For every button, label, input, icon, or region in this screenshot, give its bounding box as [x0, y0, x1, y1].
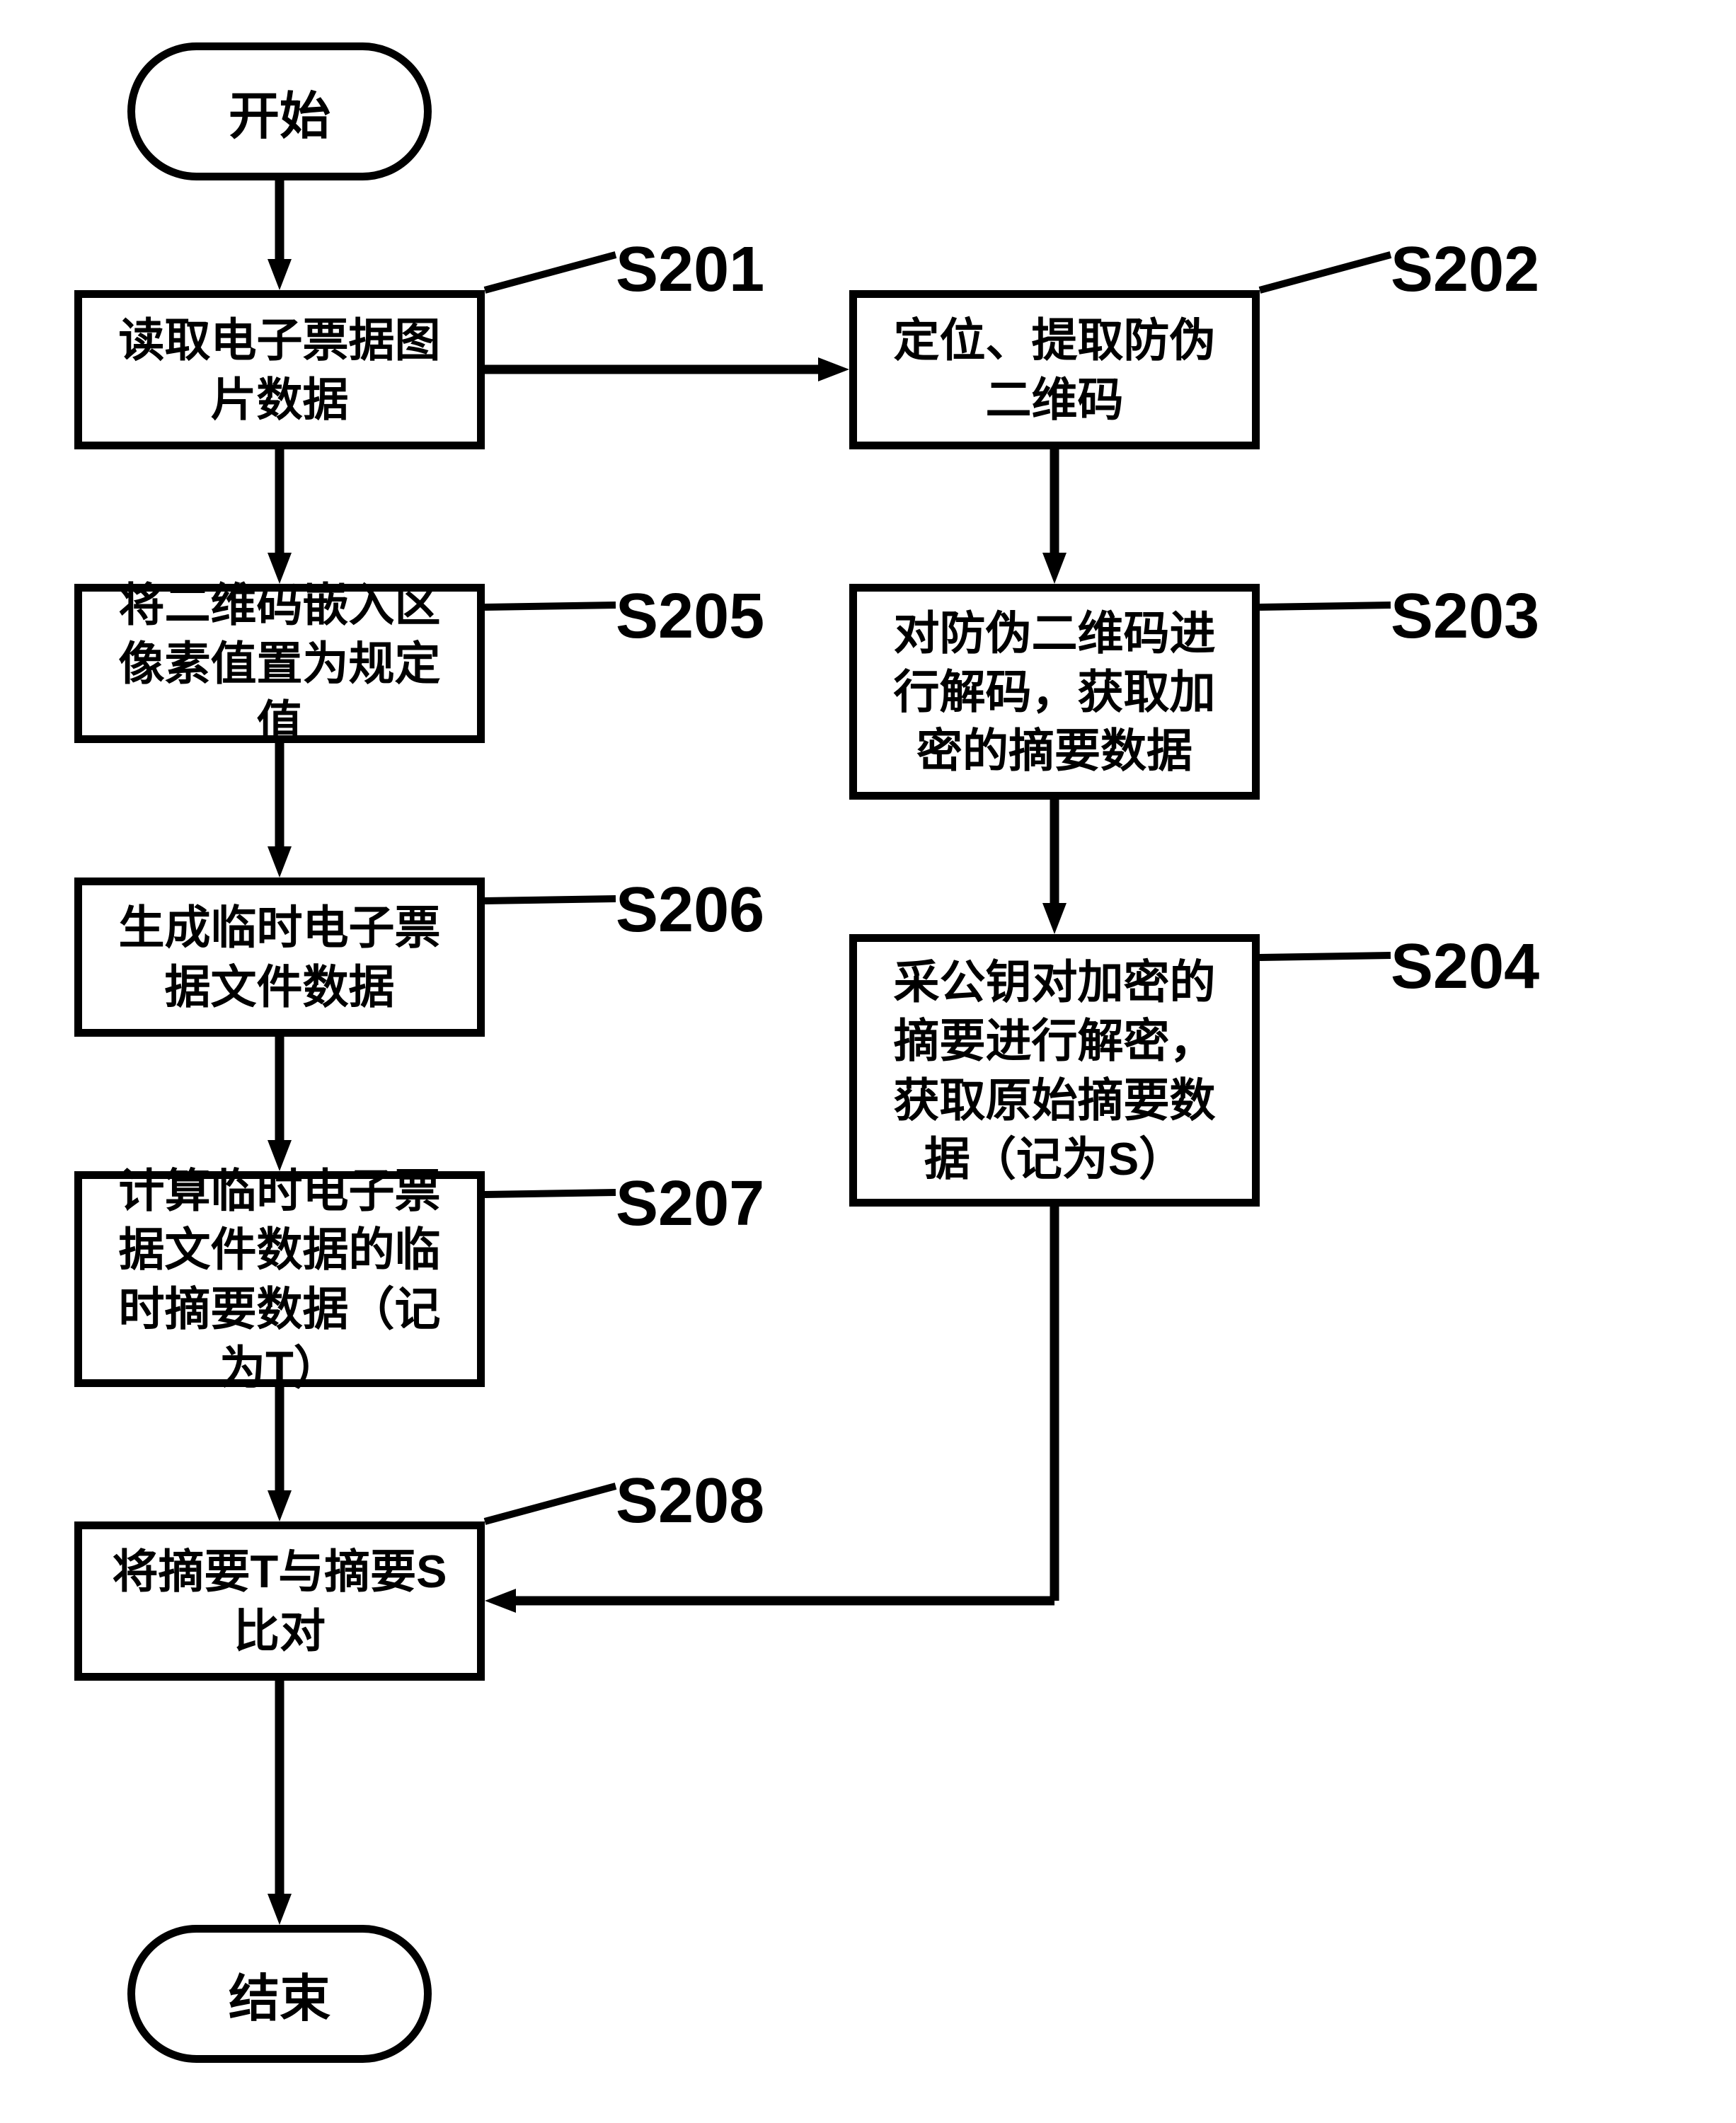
flowchart-canvas: 开始 结束 读取电子票据图片数据 将二维码嵌入区像素值置为规定值 生成临时电子票…	[0, 0, 1736, 2123]
connectors-svg	[0, 0, 1736, 2123]
